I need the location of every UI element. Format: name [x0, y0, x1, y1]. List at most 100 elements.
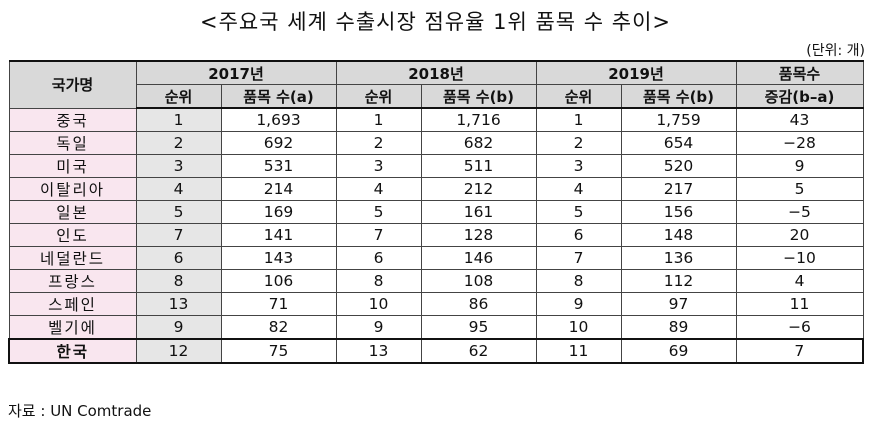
count-cell: 106 — [220, 269, 337, 293]
rank-cell: 3 — [135, 154, 222, 178]
count-cell: 112 — [620, 269, 737, 293]
count-cell: 217 — [620, 177, 737, 201]
country-cell: 미국 — [8, 154, 137, 178]
count-cell: 97 — [620, 292, 737, 316]
count-cell: 692 — [220, 131, 337, 155]
count-cell: 143 — [220, 246, 337, 270]
count-cell: 148 — [620, 223, 737, 247]
count-cell: 95 — [420, 315, 537, 340]
rank-cell: 6 — [535, 223, 622, 247]
header-change-top: 품목수 — [735, 60, 864, 85]
rank-cell: 5 — [135, 200, 222, 224]
rank-cell: 4 — [535, 177, 622, 201]
table-row-korea: 한국 12 75 13 62 11 69 7 — [8, 338, 864, 364]
rank-cell: 7 — [335, 223, 422, 247]
unit-label: (단위: 개) — [806, 43, 865, 59]
count-cell: 75 — [220, 338, 337, 364]
header-country: 국가명 — [8, 60, 137, 109]
count-cell: 161 — [420, 200, 537, 224]
header-count-2017: 품목 수(a) — [220, 84, 337, 109]
header-rank-2018: 순위 — [335, 84, 422, 109]
rank-cell: 8 — [535, 269, 622, 293]
table-row: 미국 3 531 3 511 3 520 9 — [8, 154, 864, 178]
rank-cell: 8 — [135, 269, 222, 293]
count-cell: 89 — [620, 315, 737, 340]
count-cell: 86 — [420, 292, 537, 316]
rank-cell: 6 — [135, 246, 222, 270]
count-cell: 69 — [620, 338, 737, 364]
count-cell: 654 — [620, 131, 737, 155]
table-row: 독일 2 692 2 682 2 654 −28 — [8, 131, 864, 155]
rank-cell: 2 — [335, 131, 422, 155]
country-cell: 프랑스 — [8, 269, 137, 293]
table-row: 벨기에 9 82 9 95 10 89 −6 — [8, 315, 864, 340]
count-cell: 82 — [220, 315, 337, 340]
rank-cell: 11 — [535, 338, 622, 364]
count-cell: 212 — [420, 177, 537, 201]
header-change-bottom: 증감(b–a) — [735, 84, 864, 109]
count-cell: 141 — [220, 223, 337, 247]
rank-cell: 1 — [335, 107, 422, 132]
table-row: 스페인 13 71 10 86 9 97 11 — [8, 292, 864, 316]
rank-cell: 10 — [535, 315, 622, 340]
rank-cell: 13 — [335, 338, 422, 364]
count-cell: 511 — [420, 154, 537, 178]
rank-cell: 8 — [335, 269, 422, 293]
header-count-2019: 품목 수(b) — [620, 84, 737, 109]
change-cell: 4 — [735, 269, 864, 293]
rank-cell: 9 — [335, 315, 422, 340]
change-cell: 9 — [735, 154, 864, 178]
count-cell: 1,716 — [420, 107, 537, 132]
country-cell: 네덜란드 — [8, 246, 137, 270]
count-cell: 156 — [620, 200, 737, 224]
change-cell: 7 — [735, 338, 864, 364]
rank-cell: 9 — [135, 315, 222, 340]
count-cell: 531 — [220, 154, 337, 178]
rank-cell: 13 — [135, 292, 222, 316]
rank-cell: 1 — [135, 107, 222, 132]
country-cell: 독일 — [8, 131, 137, 155]
change-cell: 20 — [735, 223, 864, 247]
country-cell: 한국 — [8, 338, 137, 364]
country-cell: 일본 — [8, 200, 137, 224]
header-2018: 2018년 — [335, 60, 537, 85]
count-cell: 136 — [620, 246, 737, 270]
count-cell: 520 — [620, 154, 737, 178]
count-cell: 146 — [420, 246, 537, 270]
count-cell: 108 — [420, 269, 537, 293]
header-2019: 2019년 — [535, 60, 737, 85]
rank-cell: 1 — [535, 107, 622, 132]
header-count-2018: 품목 수(b) — [420, 84, 537, 109]
country-cell: 인도 — [8, 223, 137, 247]
header-rank-2017: 순위 — [135, 84, 222, 109]
table-row: 프랑스 8 106 8 108 8 112 4 — [8, 269, 864, 293]
rank-cell: 2 — [535, 131, 622, 155]
country-cell: 스페인 — [8, 292, 137, 316]
change-cell: 5 — [735, 177, 864, 201]
rank-cell: 6 — [335, 246, 422, 270]
table-title: <주요국 세계 수출시장 점유율 1위 품목 수 추이> — [199, 10, 672, 34]
table-row: 일본 5 169 5 161 5 156 −5 — [8, 200, 864, 224]
count-cell: 169 — [220, 200, 337, 224]
rank-cell: 3 — [535, 154, 622, 178]
change-cell: −28 — [735, 131, 864, 155]
rank-cell: 4 — [135, 177, 222, 201]
rank-cell: 9 — [535, 292, 622, 316]
rank-cell: 10 — [335, 292, 422, 316]
table-row: 중국 1 1,693 1 1,716 1 1,759 43 — [8, 107, 864, 132]
change-cell: 43 — [735, 107, 864, 132]
rank-cell: 7 — [135, 223, 222, 247]
source-note: 자료 : UN Comtrade — [8, 402, 152, 420]
country-cell: 중국 — [8, 107, 137, 132]
table-row: 이탈리아 4 214 4 212 4 217 5 — [8, 177, 864, 201]
rank-cell: 7 — [535, 246, 622, 270]
change-cell: −5 — [735, 200, 864, 224]
export-share-table: 국가명 2017년 2018년 2019년 품목수 순위 품목 수(a) 순위 … — [8, 60, 864, 364]
count-cell: 1,693 — [220, 107, 337, 132]
header-2017: 2017년 — [135, 60, 337, 85]
count-cell: 214 — [220, 177, 337, 201]
rank-cell: 2 — [135, 131, 222, 155]
country-cell: 벨기에 — [8, 315, 137, 340]
change-cell: −10 — [735, 246, 864, 270]
count-cell: 128 — [420, 223, 537, 247]
